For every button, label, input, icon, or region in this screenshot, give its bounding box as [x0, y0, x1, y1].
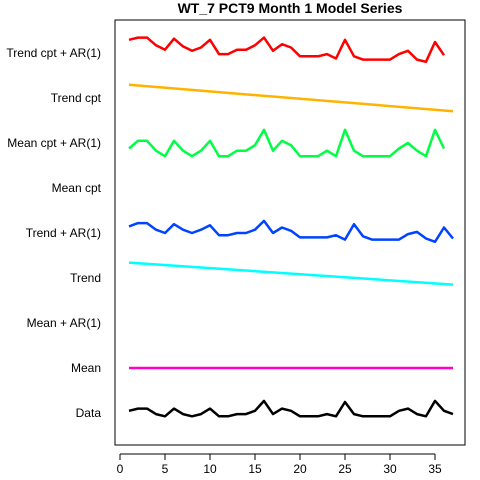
x-tick-label: 30: [383, 462, 397, 476]
row-label-mean-cpt-ar-1: Mean cpt + AR(1): [7, 136, 101, 150]
row-label-trend-cpt: Trend cpt: [51, 91, 102, 105]
x-tick-label: 5: [162, 462, 169, 476]
series-layer: [128, 36, 454, 418]
series-line-trend: [128, 261, 454, 286]
x-tick-label: 0: [117, 462, 124, 476]
series-line-mean-cpt-ar-1: [128, 128, 446, 158]
row-label-mean-cpt: Mean cpt: [52, 181, 102, 195]
series-line-trend-cpt: [128, 83, 454, 113]
row-label-data: Data: [76, 406, 102, 420]
x-tick-label: 35: [428, 462, 442, 476]
series-line-trend-ar-1: [128, 219, 454, 244]
chart-title: WT_7 PCT9 Month 1 Model Series: [178, 0, 403, 16]
row-label-trend-ar-1: Trend + AR(1): [26, 226, 101, 240]
plot-frame: [114, 19, 466, 446]
x-tick-label: 15: [248, 462, 262, 476]
x-tick-label: 10: [203, 462, 217, 476]
x-axis: 0 5 10 15 20 25 30 35: [117, 453, 442, 476]
series-line-trend-cpt-ar-1: [128, 36, 446, 64]
row-label-mean-ar-1: Mean + AR(1): [27, 316, 101, 330]
x-tick-label: 25: [338, 462, 352, 476]
row-labels: Data Mean Mean + AR(1) Trend Trend + AR(1) Me…: [6, 46, 101, 420]
series-line-data: [128, 399, 454, 418]
row-label-trend-cpt-ar-1: Trend cpt + AR(1): [6, 46, 101, 60]
row-label-mean: Mean: [71, 361, 101, 375]
row-label-trend: Trend: [70, 271, 101, 285]
x-tick-label: 20: [293, 462, 307, 476]
